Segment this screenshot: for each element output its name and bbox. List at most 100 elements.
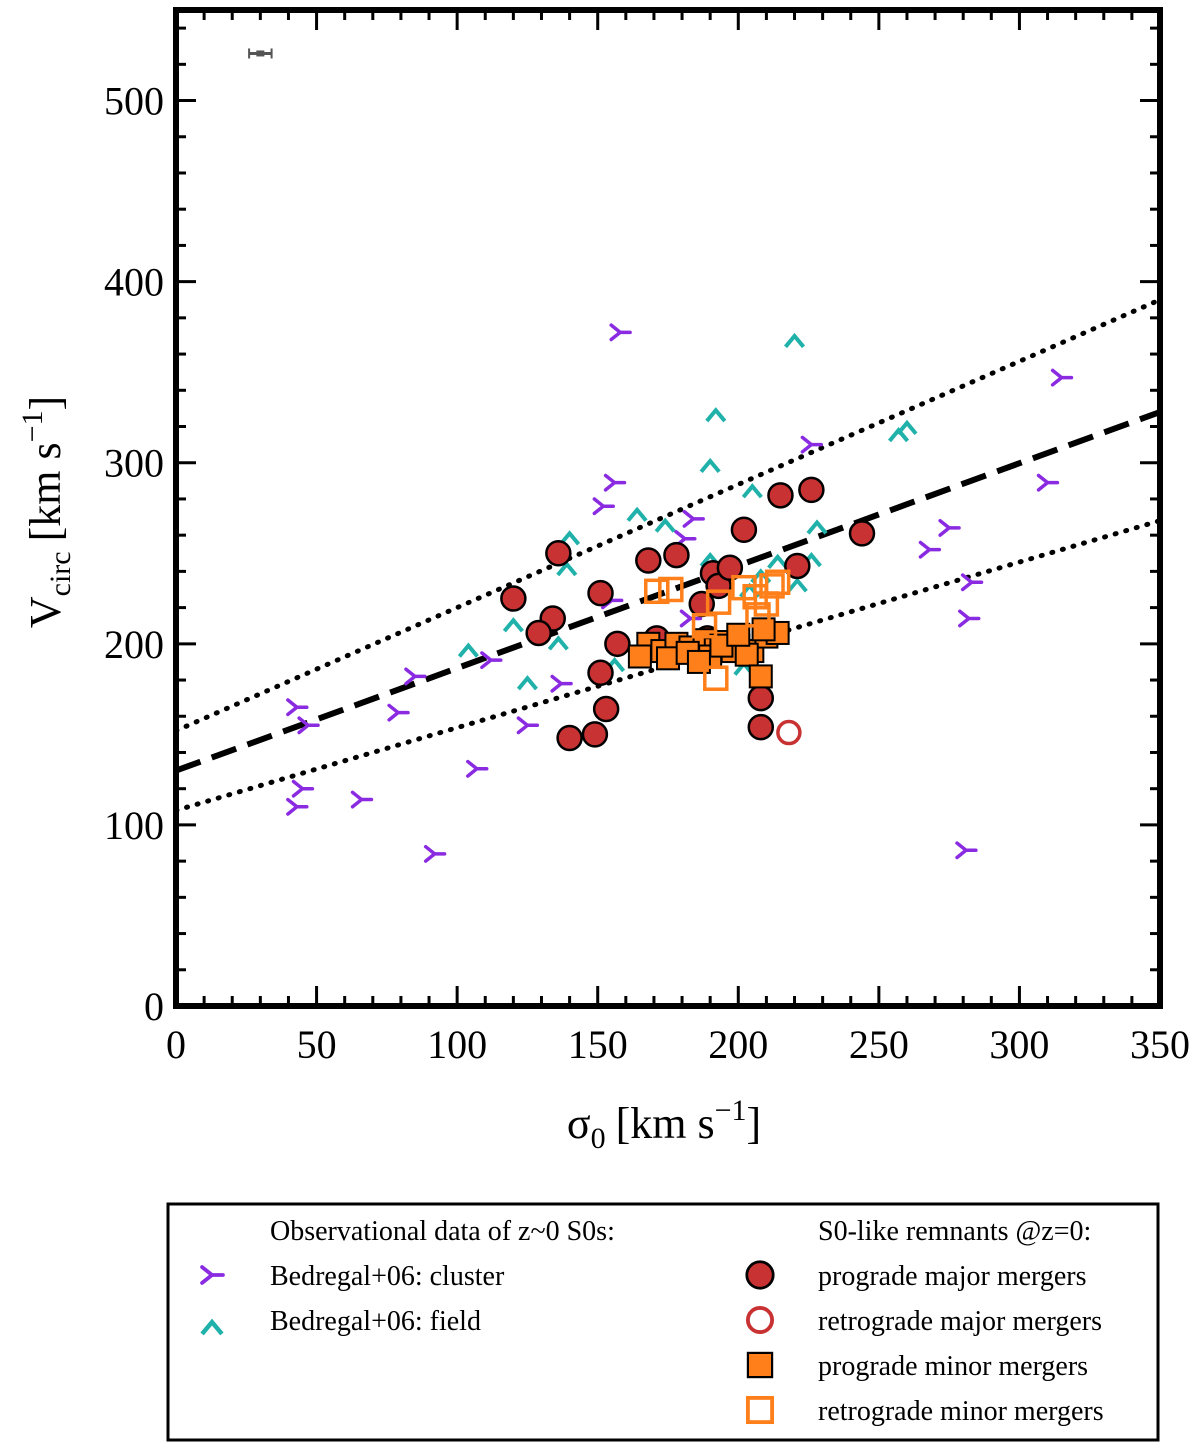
point-pro_major [604, 630, 631, 658]
point-pro_major [635, 547, 662, 574]
point-cluster [1036, 473, 1060, 492]
point-cluster [958, 609, 981, 628]
y-tick-label: 200 [104, 622, 164, 667]
point-cluster [960, 573, 984, 592]
legend-label-prograde-major: prograde major mergers [818, 1261, 1087, 1292]
point-field [502, 617, 524, 633]
point-pro_major [556, 724, 583, 752]
point-cluster [550, 674, 573, 693]
point-cluster [466, 759, 489, 778]
data-points [286, 323, 1074, 863]
legend-label-field: Bedregal+06: field [270, 1306, 481, 1337]
legend-symbol-retro_major [745, 1305, 775, 1335]
point-field [741, 483, 763, 499]
point-pro_major [767, 482, 794, 509]
point-cluster [918, 540, 942, 559]
point-pro_major [525, 619, 552, 647]
point-retro_minor [644, 578, 670, 605]
point-pro_major [587, 659, 614, 687]
legend-label-retrograde-minor: retrograde minor mergers [818, 1396, 1104, 1427]
point-field [556, 561, 578, 577]
point-pro_major [747, 684, 775, 712]
x-tick-label: 200 [708, 1022, 768, 1067]
y-axis-label: Vcirc[km s−1] [16, 396, 77, 628]
point-cluster [682, 509, 705, 528]
point-cluster [297, 716, 320, 735]
point-field [783, 332, 806, 349]
point-retro_minor [745, 602, 771, 628]
point-field [705, 407, 727, 423]
x-axis-label: σ0 [km s−1] [567, 1094, 761, 1155]
point-pro_minor [748, 664, 773, 689]
point-pro_major [798, 476, 825, 504]
point-retro_minor [658, 576, 684, 603]
legend-marker-retrograde-minor [745, 1395, 775, 1425]
point-pro_minor [726, 622, 751, 647]
point-cluster [938, 518, 961, 537]
error-bar [248, 48, 273, 59]
legend-symbol-field [200, 1318, 224, 1336]
y-tick-label: 300 [104, 441, 164, 486]
legend-symbol-pro_major [745, 1260, 775, 1290]
x-tick-label: 300 [989, 1022, 1049, 1067]
tick-labels: 0 50 100 150 200 250 300 350 0 100 200 300 400 500 [104, 79, 1190, 1067]
point-pro_major [663, 541, 690, 569]
line-fit [174, 409, 1162, 774]
legend-marker-prograde-major [745, 1260, 775, 1290]
x-tick-label: 250 [849, 1022, 909, 1067]
error-bar-point [256, 50, 265, 57]
legend-marker-prograde-minor [746, 1351, 774, 1379]
point-pro_major [747, 713, 775, 741]
point-field [786, 577, 808, 593]
legend-label-prograde-minor: prograde minor mergers [818, 1351, 1088, 1382]
y-tick-label: 400 [104, 260, 164, 305]
legend-label-retrograde-major: retrograde major mergers [818, 1306, 1102, 1337]
legend-box [166, 1202, 1160, 1442]
legend: Observational data of z~0 S0s: S0-like r… [166, 1202, 1160, 1442]
y-tick-label: 500 [104, 79, 164, 124]
point-pro_minor [686, 649, 711, 674]
point-field [516, 675, 538, 691]
point-cluster [609, 323, 632, 342]
point-cluster [592, 497, 615, 516]
point-cluster [350, 790, 374, 809]
point-field [767, 553, 789, 570]
legend-marker-retrograde-major [745, 1305, 775, 1335]
point-retro_minor [691, 612, 718, 639]
fit-lines [173, 297, 1163, 813]
point-pro_major [545, 540, 572, 567]
y-tick-label: 0 [144, 984, 164, 1029]
point-retro_minor [759, 573, 785, 599]
point-pro_major [730, 516, 758, 543]
point-cluster [291, 779, 315, 798]
point-pro_major [587, 579, 614, 607]
point-pro_minor [627, 644, 652, 669]
point-pro_minor [734, 642, 759, 667]
y-tick-label: 100 [104, 803, 164, 848]
point-cluster [387, 703, 410, 722]
point-pro_major [592, 695, 620, 723]
point-cluster [423, 844, 447, 863]
legend-label-cluster: Bedregal+06: cluster [270, 1261, 505, 1292]
point-pro_major [784, 552, 811, 580]
point-cluster [800, 435, 824, 454]
legend-right-header: S0-like remnants @z=0: [818, 1216, 1091, 1247]
legend-symbol-pro_minor [746, 1351, 774, 1379]
legend-symbol-cluster [200, 1265, 225, 1285]
point-cluster [286, 698, 309, 717]
point-cluster [603, 473, 627, 492]
legend-marker-cluster [200, 1265, 225, 1285]
point-field [654, 517, 676, 533]
point-cluster [286, 797, 309, 816]
point-cluster [955, 841, 978, 860]
point-cluster [516, 716, 540, 735]
point-field [457, 642, 479, 658]
legend-symbol-retro_minor [745, 1395, 775, 1425]
point-pro_minor [751, 617, 776, 642]
point-field [699, 457, 721, 474]
point-cluster [404, 667, 427, 686]
legend-marker-field [200, 1318, 224, 1336]
point-field [559, 530, 581, 546]
point-field [888, 427, 910, 443]
